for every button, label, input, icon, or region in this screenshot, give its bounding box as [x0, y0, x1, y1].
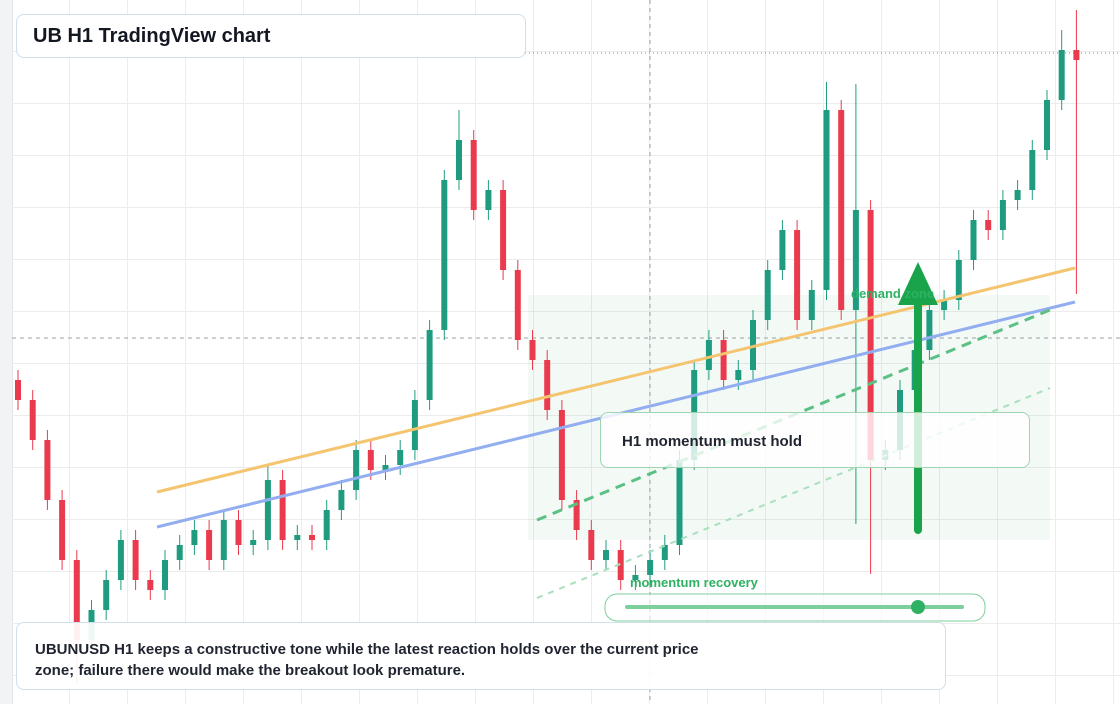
candle-body	[750, 320, 756, 370]
candle-body	[294, 535, 301, 540]
candle-body	[73, 560, 80, 640]
candle-body	[926, 310, 933, 350]
candle-body	[15, 380, 21, 400]
candle-body	[44, 440, 51, 500]
candle-body	[1058, 50, 1065, 100]
candle-body	[808, 290, 815, 320]
candle-body	[353, 450, 360, 490]
recovery-label: momentum recovery	[630, 575, 758, 590]
grid	[12, 0, 1120, 704]
candle-body	[573, 500, 580, 530]
candle-body	[426, 330, 433, 400]
candle-body	[735, 370, 742, 380]
candle-body	[470, 140, 477, 210]
arrow-head	[898, 262, 938, 305]
candle-body	[132, 540, 139, 580]
candles	[15, 10, 1080, 684]
candle-body	[867, 210, 874, 460]
caption: UBUNUSD H1 keeps a constructive tone whi…	[35, 641, 699, 679]
candle-body	[1014, 190, 1021, 200]
candle-body	[955, 260, 962, 300]
candle-body	[529, 340, 536, 360]
candle-body	[794, 230, 801, 320]
candle-body	[176, 545, 183, 560]
candle-body	[411, 400, 418, 450]
caption-box: UBUNUSD H1 keeps a constructive tone whi…	[16, 622, 946, 690]
candle-body	[720, 340, 727, 380]
candle-body	[852, 210, 859, 310]
note: H1 momentum must hold	[600, 412, 1030, 468]
candle-body	[823, 110, 830, 290]
candle-body	[544, 360, 551, 410]
candle-body	[338, 490, 345, 510]
candle-body	[103, 580, 110, 610]
candle-body	[588, 530, 595, 560]
candle-body	[985, 220, 992, 230]
candle-body	[764, 270, 771, 320]
candle-body	[456, 140, 462, 180]
candle-body	[676, 460, 683, 545]
candle-body	[558, 410, 565, 500]
candle-body	[632, 575, 639, 580]
candle-body	[220, 520, 227, 560]
candle-body	[999, 200, 1006, 230]
zone-label: demand zone	[851, 286, 935, 301]
candle-body	[500, 190, 507, 270]
candle-body	[970, 220, 977, 260]
candle-body	[397, 450, 404, 465]
candle-body	[647, 560, 654, 575]
candle-body	[367, 450, 374, 470]
candle-body	[279, 480, 286, 540]
slider-knob	[911, 600, 925, 614]
candle-body	[1044, 100, 1050, 150]
candle-body	[309, 535, 315, 540]
candle-body	[779, 230, 786, 270]
candle-body	[191, 530, 198, 545]
candle-body	[235, 520, 242, 545]
candle-body	[147, 580, 154, 590]
candle-body	[617, 550, 624, 580]
candle-body	[264, 480, 271, 540]
candle-body	[323, 510, 330, 540]
candle-body	[941, 300, 948, 310]
candle-body	[838, 110, 845, 310]
candle-body	[514, 270, 521, 340]
candle-body	[29, 400, 36, 440]
candle-body	[485, 190, 492, 210]
candle-body	[705, 340, 712, 370]
candle-body	[441, 180, 448, 330]
candle-body	[59, 500, 66, 560]
candle-body	[250, 540, 257, 545]
candle-body	[382, 465, 389, 470]
candle-body	[661, 545, 668, 560]
candle-body	[162, 560, 168, 590]
candle-body	[1073, 50, 1080, 60]
chart-title: UB H1 TradingView chart	[16, 14, 526, 58]
candle-body	[206, 530, 213, 560]
candle-body	[1029, 150, 1036, 190]
candle-body	[603, 550, 609, 560]
candle-body	[117, 540, 124, 580]
